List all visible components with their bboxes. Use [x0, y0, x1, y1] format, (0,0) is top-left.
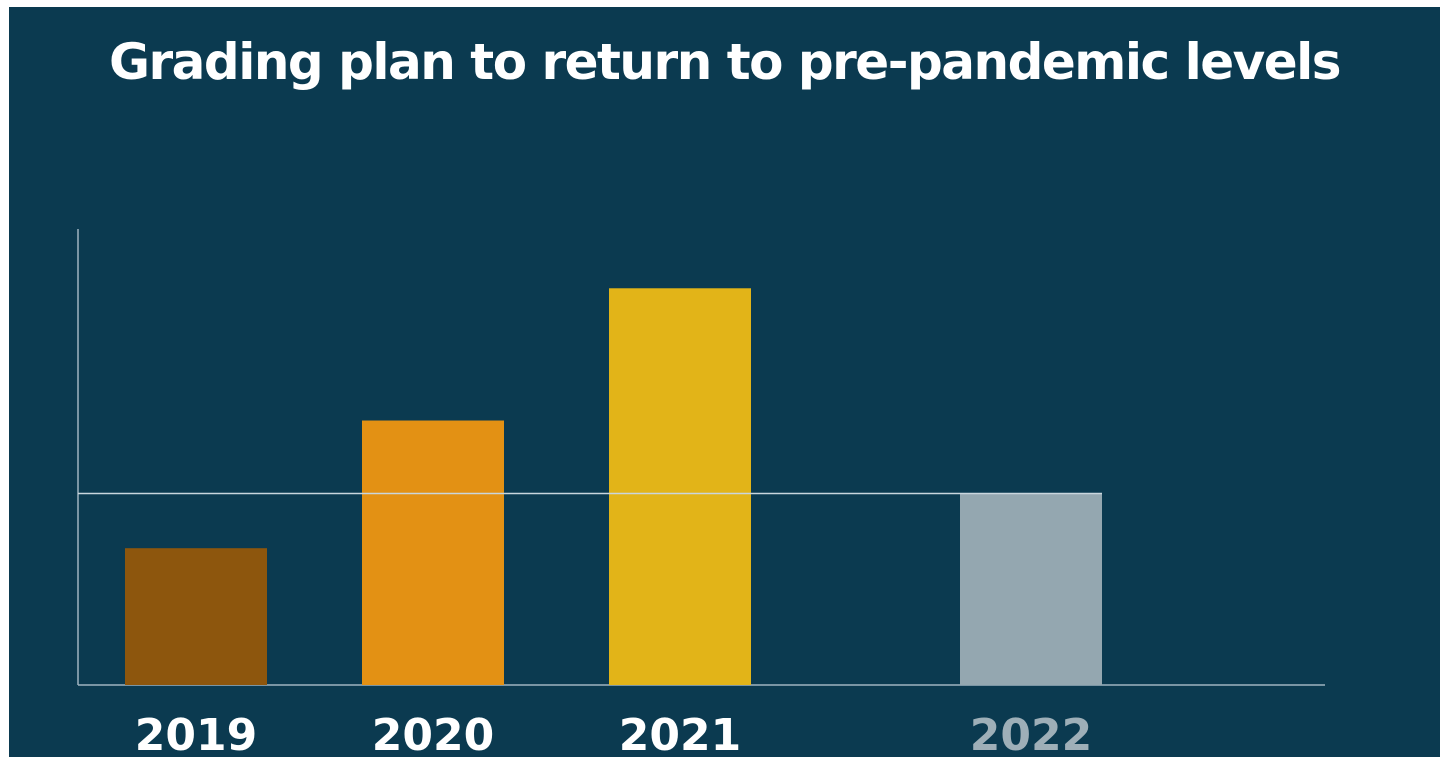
- bar-chart: 2019 2020 2021 2022: [77, 229, 1325, 757]
- bar-2021: [609, 288, 751, 685]
- x-tick-label-2021: 2021: [619, 710, 741, 757]
- bar-2019: [125, 548, 267, 685]
- x-tick-label-2019: 2019: [135, 710, 257, 757]
- x-tick-label-2022: 2022: [970, 710, 1092, 757]
- chart-title: Grading plan to return to pre-pandemic l…: [108, 33, 1342, 91]
- bar-2022: [960, 493, 1102, 685]
- chart-panel: Grading plan to return to pre-pandemic l…: [9, 7, 1440, 757]
- x-tick-label-2020: 2020: [372, 710, 494, 757]
- bar-2020: [362, 420, 504, 685]
